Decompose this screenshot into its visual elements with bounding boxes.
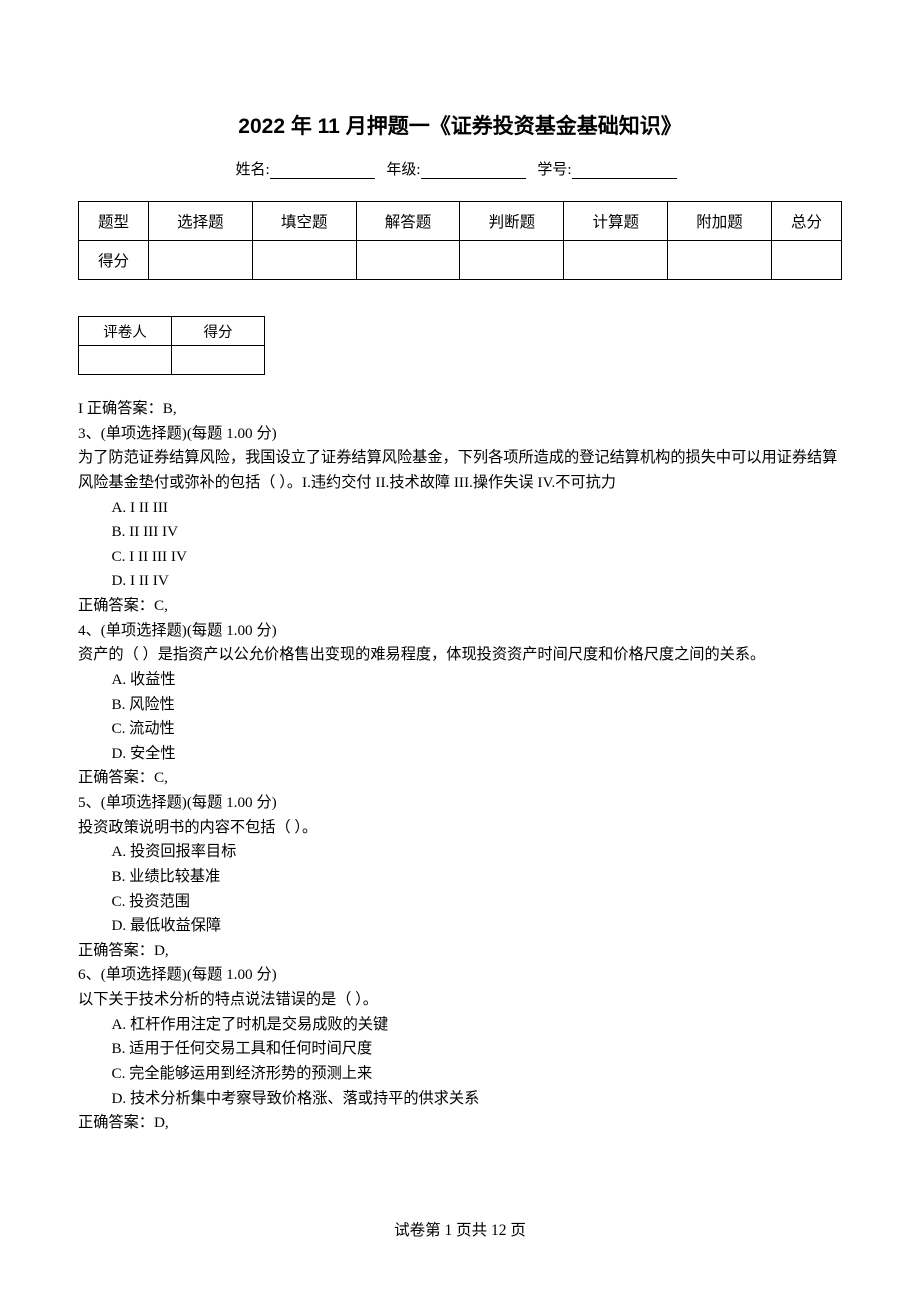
name-label: 姓名: <box>235 162 269 178</box>
question-text: 投资政策说明书的内容不包括（ ）。 <box>78 816 842 841</box>
exam-content: I 正确答案：B, 3、(单项选择题)(每题 1.00 分) 为了防范证券结算风… <box>78 397 842 1136</box>
option-a: A. 杠杆作用注定了时机是交易成败的关键 <box>78 1013 842 1038</box>
grade-label: 年级: <box>386 162 420 178</box>
option-c: C. 投资范围 <box>78 890 842 915</box>
question-head: 3、(单项选择题)(每题 1.00 分) <box>78 422 842 447</box>
question-text: 资产的（ ）是指资产以公允价格售出变现的难易程度，体现投资资产时间尺度和价格尺度… <box>78 643 842 668</box>
answer-line: 正确答案：C, <box>78 766 842 791</box>
score-table: 题型 选择题 填空题 解答题 判断题 计算题 附加题 总分 得分 <box>78 201 842 280</box>
score-header-cell: 题型 <box>79 202 149 241</box>
question-head: 6、(单项选择题)(每题 1.00 分) <box>78 963 842 988</box>
score-header-cell: 选择题 <box>148 202 252 241</box>
page-footer: 试卷第 1 页共 12 页 <box>0 1218 920 1240</box>
option-b: B. 适用于任何交易工具和任何时间尺度 <box>78 1037 842 1062</box>
grader-cell[interactable] <box>79 346 172 375</box>
option-b: B. 业绩比较基准 <box>78 865 842 890</box>
score-cell[interactable] <box>356 241 460 280</box>
score-header-cell: 总分 <box>771 202 841 241</box>
grader-header: 评卷人 <box>79 317 172 346</box>
option-c: C. 流动性 <box>78 717 842 742</box>
answer-line: 正确答案：D, <box>78 1111 842 1136</box>
option-d: D. I II IV <box>78 569 842 594</box>
name-blank[interactable] <box>270 162 375 180</box>
grader-cell[interactable] <box>172 346 265 375</box>
option-c: C. 完全能够运用到经济形势的预测上来 <box>78 1062 842 1087</box>
score-cell[interactable] <box>252 241 356 280</box>
id-label: 学号: <box>537 162 571 178</box>
option-c: C. I II III IV <box>78 545 842 570</box>
student-info-line: 姓名: 年级: 学号: <box>78 158 842 179</box>
table-row: 题型 选择题 填空题 解答题 判断题 计算题 附加题 总分 <box>79 202 842 241</box>
score-cell[interactable] <box>771 241 841 280</box>
score-cell[interactable] <box>460 241 564 280</box>
id-blank[interactable] <box>572 162 677 180</box>
answer-line: I 正确答案：B, <box>78 397 842 422</box>
score-header-cell: 附加题 <box>668 202 772 241</box>
question-text: 为了防范证券结算风险，我国设立了证券结算风险基金，下列各项所造成的登记结算机构的… <box>78 446 842 495</box>
table-row <box>79 346 265 375</box>
grade-blank[interactable] <box>421 162 526 180</box>
score-cell[interactable] <box>148 241 252 280</box>
score-row-label: 得分 <box>79 241 149 280</box>
table-row: 评卷人 得分 <box>79 317 265 346</box>
table-row: 得分 <box>79 241 842 280</box>
score-header-cell: 填空题 <box>252 202 356 241</box>
grader-header: 得分 <box>172 317 265 346</box>
exam-title: 2022 年 11 月押题一《证券投资基金基础知识》 <box>78 110 842 140</box>
answer-line: 正确答案：D, <box>78 939 842 964</box>
option-b: B. 风险性 <box>78 693 842 718</box>
question-head: 5、(单项选择题)(每题 1.00 分) <box>78 791 842 816</box>
option-a: A. 投资回报率目标 <box>78 840 842 865</box>
score-header-cell: 计算题 <box>564 202 668 241</box>
option-a: A. I II III <box>78 496 842 521</box>
question-head: 4、(单项选择题)(每题 1.00 分) <box>78 619 842 644</box>
score-cell[interactable] <box>668 241 772 280</box>
answer-line: 正确答案：C, <box>78 594 842 619</box>
option-d: D. 最低收益保障 <box>78 914 842 939</box>
option-b: B. II III IV <box>78 520 842 545</box>
option-a: A. 收益性 <box>78 668 842 693</box>
score-header-cell: 解答题 <box>356 202 460 241</box>
score-cell[interactable] <box>564 241 668 280</box>
grader-table: 评卷人 得分 <box>78 316 265 375</box>
question-text: 以下关于技术分析的特点说法错误的是（ ）。 <box>78 988 842 1013</box>
option-d: D. 安全性 <box>78 742 842 767</box>
option-d: D. 技术分析集中考察导致价格涨、落或持平的供求关系 <box>78 1087 842 1112</box>
score-header-cell: 判断题 <box>460 202 564 241</box>
